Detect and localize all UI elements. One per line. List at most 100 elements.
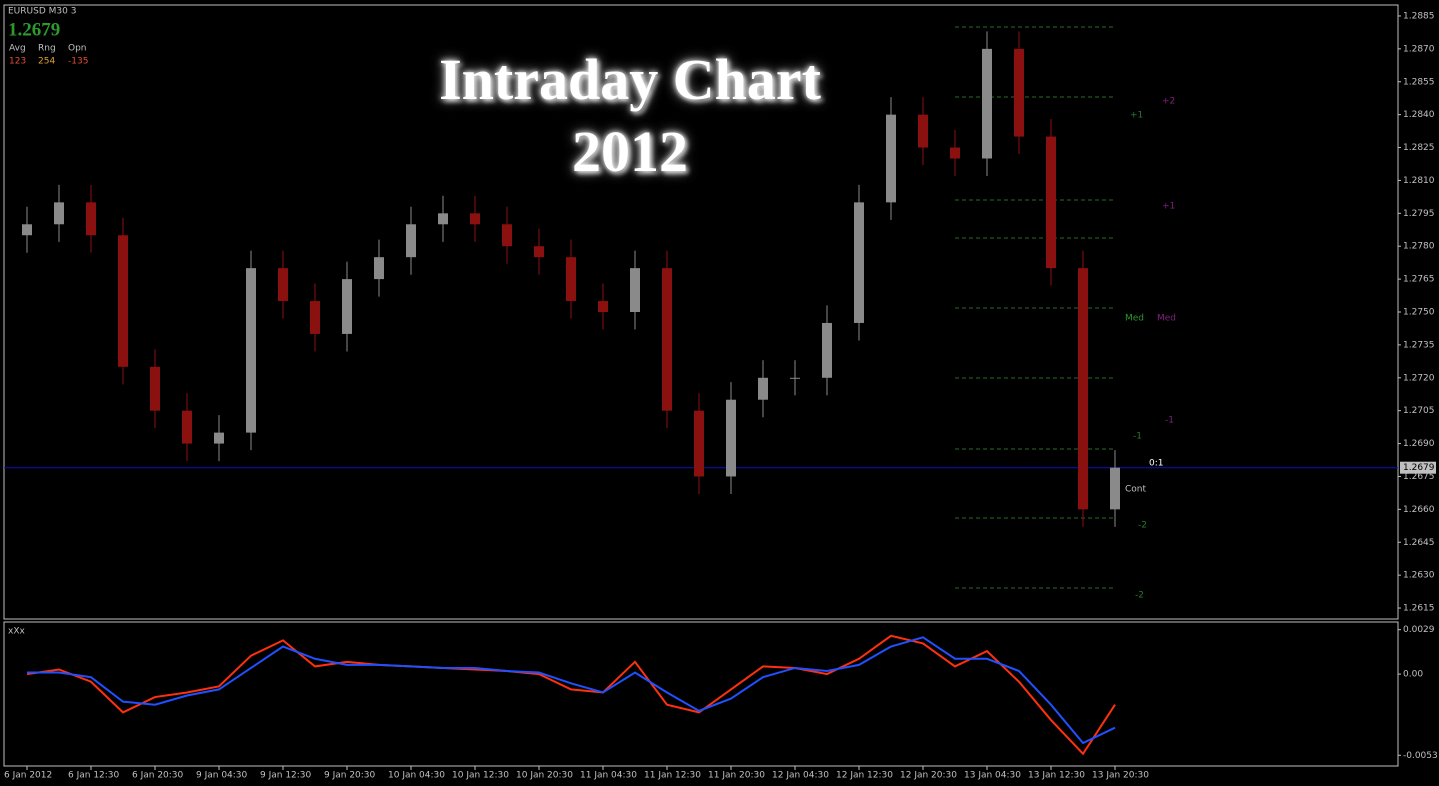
current-price: 1.2679 <box>8 19 60 40</box>
oscillator-panel <box>3 621 1399 767</box>
candle-body <box>1014 48 1024 137</box>
x-tick-label: 6 Jan 2012 <box>4 771 52 781</box>
x-tick-label: 12 Jan 04:30 <box>772 771 829 781</box>
y-tick-label: 1.2795 <box>1403 209 1435 219</box>
y-tick-label: 1.2885 <box>1403 11 1435 21</box>
candle-body <box>598 301 608 312</box>
y-tick-label: 0.0029 <box>1403 625 1435 635</box>
candle-body <box>918 114 928 148</box>
x-tick-label: 9 Jan 12:30 <box>260 771 312 781</box>
annotation: -2 <box>1138 521 1147 531</box>
chart-title: Intraday Chart <box>439 47 821 112</box>
price-tag-label: 1.2679 <box>1403 463 1435 473</box>
y-tick-label: -0.0053 <box>1403 751 1438 761</box>
candle-body <box>566 257 576 302</box>
candle-body <box>726 399 736 477</box>
y-tick-label: 1.2645 <box>1403 538 1435 548</box>
y-tick-label: 1.2780 <box>1403 242 1435 252</box>
candle-body <box>54 202 64 225</box>
candle-body <box>790 377 800 379</box>
oscillator-line <box>27 636 1116 745</box>
candle-body <box>630 268 640 312</box>
y-tick-label: 1.2720 <box>1403 373 1435 383</box>
stat-value: 123 <box>9 57 26 67</box>
x-tick-label: 11 Jan 04:30 <box>580 771 637 781</box>
y-tick-label: 1.2735 <box>1403 340 1435 350</box>
x-tick-label: 6 Jan 20:30 <box>132 771 184 781</box>
x-tick-label: 13 Jan 12:30 <box>1028 771 1085 781</box>
annotation: Med <box>1157 314 1176 324</box>
x-tick-label: 13 Jan 20:30 <box>1092 771 1149 781</box>
x-tick-label: 12 Jan 12:30 <box>836 771 893 781</box>
x-tick-label: 10 Jan 20:30 <box>516 771 573 781</box>
stat-label: Rng <box>38 44 56 54</box>
candle-body <box>502 224 512 247</box>
candle-body <box>182 410 192 444</box>
y-tick-label: 1.2750 <box>1403 308 1435 318</box>
y-tick-label: 1.2840 <box>1403 110 1435 120</box>
candle-body <box>982 48 992 159</box>
y-tick-label: 1.2825 <box>1403 143 1435 153</box>
candle-body <box>534 246 544 258</box>
candle-body <box>406 224 416 258</box>
annotation: +2 <box>1162 97 1175 107</box>
annotation: -1 <box>1165 416 1174 426</box>
candle-body <box>214 432 224 444</box>
annotation: 0:1 <box>1149 459 1163 469</box>
y-tick-label: 1.2615 <box>1403 604 1435 614</box>
oscillator-line <box>26 634 1116 756</box>
candle-body <box>886 114 896 203</box>
candle-body <box>1046 136 1056 269</box>
y-tick-label: 1.2630 <box>1403 571 1435 581</box>
annotation: +1 <box>1162 202 1175 212</box>
candle-body <box>86 202 96 236</box>
candle-body <box>1110 467 1120 510</box>
annotation: Med <box>1125 314 1144 324</box>
y-tick-label: 1.2705 <box>1403 406 1435 416</box>
x-tick-label: 9 Jan 04:30 <box>196 771 248 781</box>
x-tick-label: 11 Jan 12:30 <box>644 771 701 781</box>
y-tick-label: 1.2690 <box>1403 439 1435 449</box>
candle-body <box>278 268 288 302</box>
y-tick-label: 1.2870 <box>1403 44 1435 54</box>
y-tick-label: 1.2675 <box>1403 472 1435 482</box>
candle-body <box>694 410 704 477</box>
candle-body <box>662 268 672 411</box>
candle-body <box>470 213 480 225</box>
candle-body <box>374 257 384 280</box>
annotation: +1 <box>1130 111 1143 121</box>
candle-body <box>758 377 768 400</box>
stat-value: 254 <box>38 57 55 67</box>
x-tick-label: 13 Jan 04:30 <box>964 771 1021 781</box>
x-tick-label: 12 Jan 20:30 <box>900 771 957 781</box>
y-tick-label: 1.2810 <box>1403 176 1435 186</box>
oscillator-title: xXx <box>8 627 25 637</box>
candle-body <box>342 279 352 334</box>
fib-levels <box>955 26 1113 589</box>
candle-body <box>1078 268 1088 510</box>
y-tick-label: 1.2855 <box>1403 77 1435 87</box>
candle-body <box>118 235 128 367</box>
annotation: -1 <box>1133 432 1142 442</box>
price-tag <box>1400 461 1436 474</box>
candle-body <box>310 301 320 334</box>
stat-value: -135 <box>68 57 88 67</box>
x-tick-label: 10 Jan 12:30 <box>452 771 509 781</box>
x-tick-label: 10 Jan 04:30 <box>388 771 445 781</box>
candle-body <box>950 147 960 159</box>
y-tick-label: 1.2660 <box>1403 505 1435 515</box>
price-panel <box>3 4 1399 620</box>
candle-body <box>22 224 32 236</box>
candle-body <box>438 213 448 225</box>
y-tick-label: 0.00 <box>1403 670 1423 680</box>
candle-body <box>854 202 864 323</box>
y-tick-label: 1.2765 <box>1403 275 1435 285</box>
stat-label: Avg <box>9 44 26 54</box>
annotation: -2 <box>1135 591 1144 601</box>
candle-body <box>246 268 256 433</box>
annotation: Cont <box>1125 485 1146 495</box>
chart-subtitle: 2012 <box>572 119 688 184</box>
x-tick-label: 9 Jan 20:30 <box>324 771 376 781</box>
